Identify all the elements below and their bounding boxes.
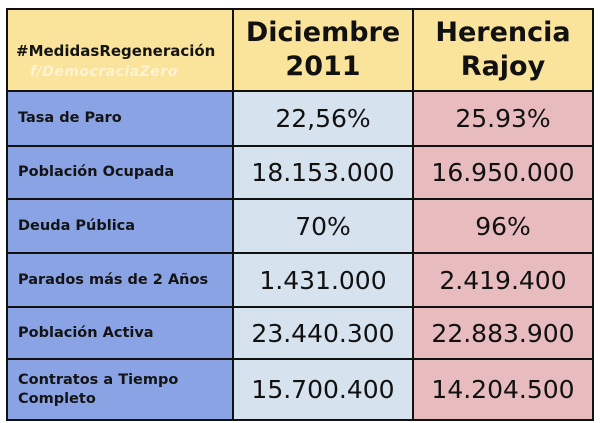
table-row: Contratos a Tiempo Completo 15.700.400 1… (6, 358, 594, 421)
table-header-row: #MedidasRegeneración f/DemocraciaZero Di… (6, 8, 594, 92)
value-2011: 23.440.300 (232, 306, 414, 360)
row-label: Parados más de 2 Años (6, 252, 234, 308)
column-header-2011: Diciembre 2011 (232, 8, 414, 92)
table-row: Parados más de 2 Años 1.431.000 2.419.40… (6, 252, 594, 308)
watermark-text: f/DemocraciaZero (30, 64, 178, 80)
hashtag-label: #MedidasRegeneración (16, 41, 216, 60)
value-2011: 1.431.000 (232, 252, 414, 308)
row-label: Deuda Pública (6, 198, 234, 254)
table-row: Tasa de Paro 22,56% 25.93% (6, 90, 594, 147)
table-row: Deuda Pública 70% 96% (6, 198, 594, 254)
column-header-2011-line2: 2011 (285, 51, 361, 82)
row-label: Población Ocupada (6, 145, 234, 200)
value-rajoy: 22.883.900 (412, 306, 594, 360)
row-label: Tasa de Paro (6, 90, 234, 147)
value-rajoy: 16.950.000 (412, 145, 594, 200)
value-2011: 18.153.000 (232, 145, 414, 200)
value-rajoy: 25.93% (412, 90, 594, 147)
table-row: Población Activa 23.440.300 22.883.900 (6, 306, 594, 360)
value-2011: 15.700.400 (232, 358, 414, 421)
column-header-rajoy-line2: Rajoy (460, 51, 546, 82)
column-header-rajoy-line1: Herencia (435, 17, 571, 48)
comparison-table: #MedidasRegeneración f/DemocraciaZero Di… (6, 8, 594, 421)
value-2011: 70% (232, 198, 414, 254)
table-row: Población Ocupada 18.153.000 16.950.000 (6, 145, 594, 200)
value-rajoy: 14.204.500 (412, 358, 594, 421)
value-rajoy: 96% (412, 198, 594, 254)
row-label: Contratos a Tiempo Completo (6, 358, 234, 421)
value-rajoy: 2.419.400 (412, 252, 594, 308)
hashtag-cell: #MedidasRegeneración f/DemocraciaZero (6, 8, 234, 92)
value-2011: 22,56% (232, 90, 414, 147)
row-label: Población Activa (6, 306, 234, 360)
column-header-rajoy: Herencia Rajoy (412, 8, 594, 92)
column-header-2011-line1: Diciembre (245, 17, 401, 48)
